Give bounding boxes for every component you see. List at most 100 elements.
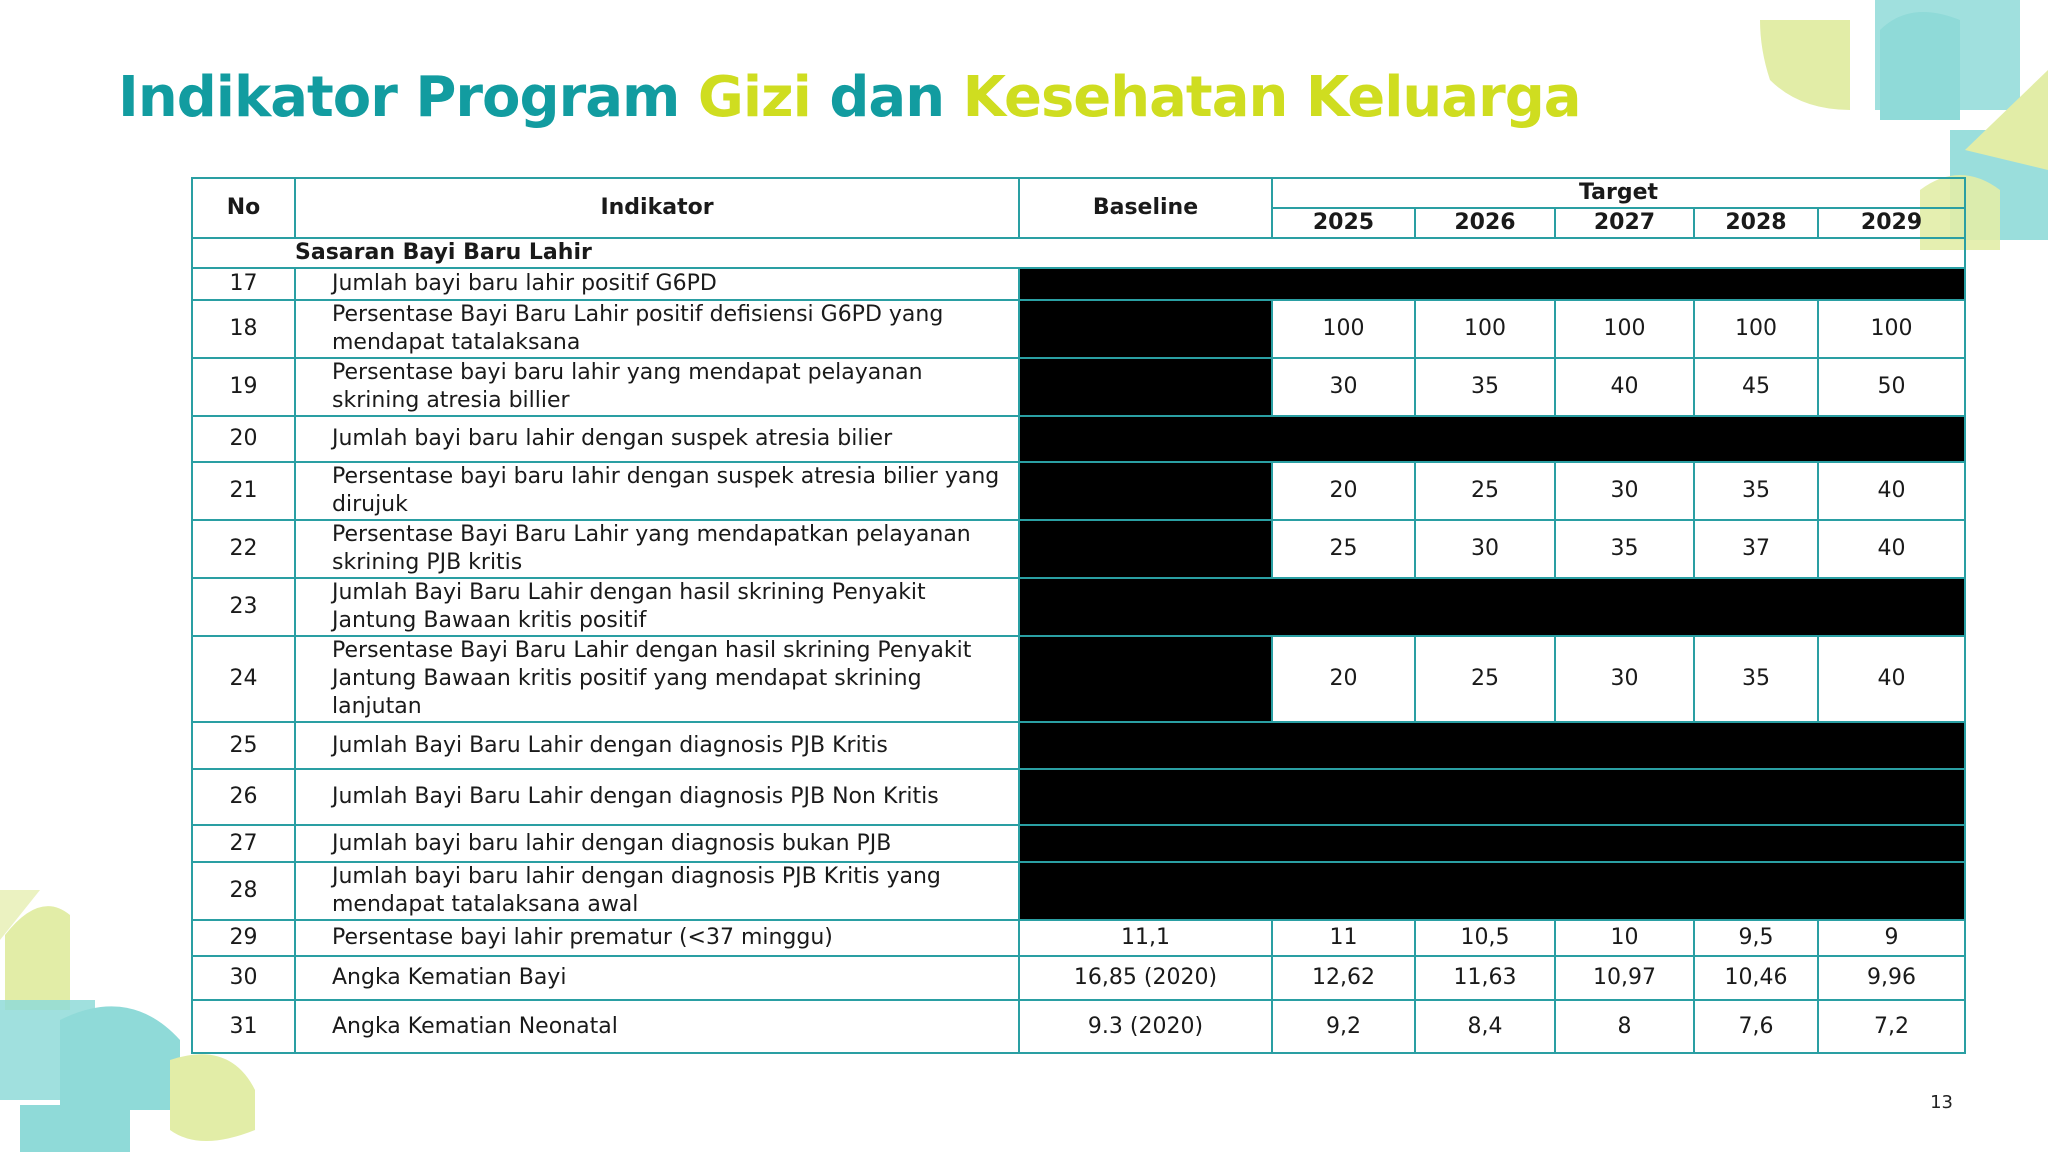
header-year: 2027 [1554,207,1695,239]
table-row: 29 Persentase bayi lahir prematur (<37 mi… [191,919,1967,957]
row-target-value: 30 [1271,357,1416,417]
table-row: 27 Jumlah bayi baru lahir dengan diagnosi… [191,824,1967,863]
row-indikator: Angka Kematian Bayi [294,955,1020,1001]
row-number: 18 [191,299,296,359]
table-row: 24 Persentase Bayi Baru Lahir dengan hasi… [191,635,1967,723]
row-indikator: Persentase bayi baru lahir dengan suspek… [294,461,1020,521]
row-number: 30 [191,955,296,1001]
row-indikator: Persentase bayi baru lahir yang mendapat… [294,357,1020,417]
row-target-value: 40 [1554,357,1695,417]
row-target-value: 7,6 [1693,999,1819,1054]
redacted-cell [1017,768,1967,826]
row-target-value: 45 [1693,357,1819,417]
row-indikator: Persentase bayi lahir prematur (<37 ming… [294,919,1020,957]
row-number: 29 [191,919,296,957]
row-target-value: 50 [1816,357,1967,417]
redacted-cell [1018,635,1273,723]
table-row: 18 Persentase Bayi Baru Lahir positif def… [191,299,1967,359]
row-number: 23 [191,577,296,637]
redacted-cell [1018,461,1273,521]
row-target-value: 20 [1271,461,1416,521]
row-target-value: 30 [1554,635,1695,723]
redacted-cell [1017,577,1967,637]
title-part-4: Kesehatan Keluarga [962,65,1582,130]
row-number: 28 [191,861,296,921]
row-target-value: 9,96 [1816,955,1967,1001]
redacted-cell [1017,861,1967,921]
header-baseline: Baseline [1018,177,1273,239]
row-target-value: 37 [1693,519,1819,579]
row-number: 25 [191,721,296,770]
header-year: 2029 [1816,207,1967,239]
table-header: No Indikator Baseline Target 2025 2026 2… [191,177,1967,239]
row-indikator: Jumlah bayi baru lahir dengan diagnosis … [294,824,1020,863]
row-target-value: 40 [1816,519,1967,579]
row-target-value: 40 [1816,635,1967,723]
row-target-value: 100 [1271,299,1416,359]
row-target-value: 35 [1414,357,1556,417]
row-target-value: 9 [1816,919,1967,957]
row-indikator: Jumlah bayi baru lahir dengan diagnosis … [294,861,1020,921]
page-number: 13 [1930,1092,1953,1113]
redacted-cell [1017,415,1967,463]
row-target-value: 100 [1816,299,1967,359]
section-label: Sasaran Bayi Baru Lahir [190,237,1967,269]
row-baseline: 11,1 [1018,919,1273,957]
row-indikator: Jumlah bayi baru lahir dengan suspek atr… [294,415,1020,463]
row-target-value: 10,97 [1554,955,1695,1001]
row-target-value: 25 [1271,519,1416,579]
row-target-value: 25 [1414,635,1556,723]
section-row: Sasaran Bayi Baru Lahir [190,237,1967,269]
row-target-value: 10 [1554,919,1695,957]
row-indikator: Jumlah Bayi Baru Lahir dengan hasil skri… [294,577,1020,637]
header-year: 2025 [1271,207,1416,239]
row-target-value: 10,46 [1693,955,1819,1001]
row-target-value: 12,62 [1271,955,1416,1001]
row-target-value: 9,5 [1693,919,1819,957]
redacted-cell [1017,721,1967,770]
row-target-value: 100 [1554,299,1695,359]
row-number: 26 [191,768,296,826]
header-year: 2028 [1693,207,1819,239]
row-baseline: 9.3 (2020) [1018,999,1273,1054]
row-indikator: Jumlah bayi baru lahir positif G6PD [294,267,1020,301]
row-indikator: Persentase Bayi Baru Lahir yang mendapat… [294,519,1020,579]
row-target-value: 100 [1414,299,1556,359]
row-target-value: 7,2 [1816,999,1967,1054]
row-target-value: 30 [1414,519,1556,579]
row-target-value: 11,63 [1414,955,1556,1001]
title-part-2: Gizi [697,65,812,130]
row-target-value: 20 [1271,635,1416,723]
row-target-value: 9,2 [1271,999,1416,1054]
table-row: 22 Persentase Bayi Baru Lahir yang mendap… [191,519,1967,579]
row-indikator: Angka Kematian Neonatal [294,999,1020,1054]
row-target-value: 35 [1693,461,1819,521]
row-indikator: Persentase Bayi Baru Lahir positif defis… [294,299,1020,359]
row-target-value: 8 [1554,999,1695,1054]
table-row: 25 Jumlah Bayi Baru Lahir dengan diagnosi… [191,721,1967,770]
row-number: 17 [191,267,296,301]
row-baseline: 16,85 (2020) [1018,955,1273,1001]
redacted-cell [1018,357,1273,417]
row-number: 27 [191,824,296,863]
row-indikator: Jumlah Bayi Baru Lahir dengan diagnosis … [294,721,1020,770]
table-row: 21 Persentase bayi baru lahir dengan susp… [191,461,1967,521]
row-target-value: 100 [1693,299,1819,359]
row-number: 22 [191,519,296,579]
row-target-value: 35 [1693,635,1819,723]
title-part-1: Indikator Program [118,65,680,130]
row-number: 31 [191,999,296,1054]
table-row: 28 Jumlah bayi baru lahir dengan diagnosi… [191,861,1967,921]
title-part-3: dan [829,65,945,130]
table-body: Sasaran Bayi Baru Lahir 17 Jumlah bayi ba… [190,237,1967,1054]
row-number: 20 [191,415,296,463]
row-indikator: Jumlah Bayi Baru Lahir dengan diagnosis … [294,768,1020,826]
header-year: 2026 [1414,207,1556,239]
table-row: 19 Persentase bayi baru lahir yang mendap… [191,357,1967,417]
row-indikator: Persentase Bayi Baru Lahir dengan hasil … [294,635,1020,723]
row-target-value: 11 [1271,919,1416,957]
row-number: 21 [191,461,296,521]
row-number: 24 [191,635,296,723]
table-row: 31 Angka Kematian Neonatal 9.3 (2020) 9,2 8,… [191,999,1967,1054]
table-row: 30 Angka Kematian Bayi 16,85 (2020) 12,62 11… [191,955,1967,1001]
